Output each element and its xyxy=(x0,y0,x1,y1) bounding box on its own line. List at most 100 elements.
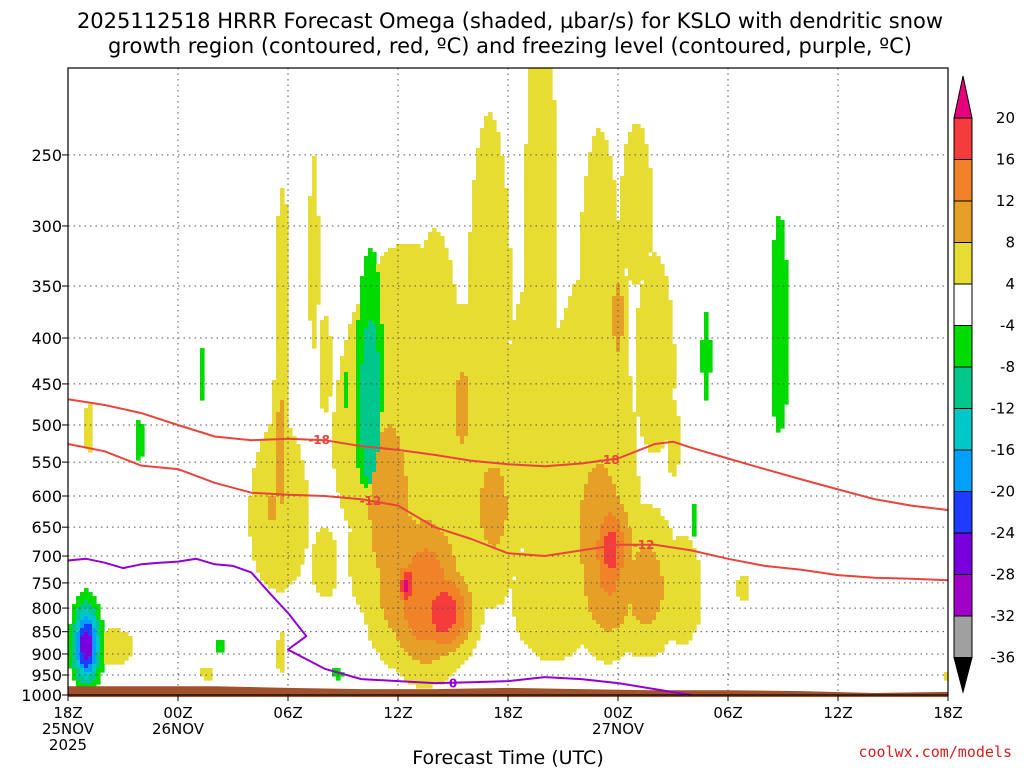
omega-cell xyxy=(360,280,381,285)
omega-cell xyxy=(580,560,601,565)
omega-cell xyxy=(468,276,513,281)
omega-cell xyxy=(284,412,289,417)
omega-cell xyxy=(604,552,617,557)
omega-cell xyxy=(580,516,605,521)
omega-cell xyxy=(600,532,609,537)
omega-cell xyxy=(456,428,469,433)
omega-cell xyxy=(348,564,377,569)
omega-cell xyxy=(380,352,385,357)
omega-cell xyxy=(612,296,625,301)
omega-cell xyxy=(356,368,361,373)
omega-cell xyxy=(504,488,585,493)
omega-cell xyxy=(504,524,581,529)
omega-cell xyxy=(200,672,213,677)
omega-cell xyxy=(320,392,333,397)
omega-cell xyxy=(396,432,457,437)
omega-cell xyxy=(624,316,629,321)
omega-cell xyxy=(400,568,445,573)
omega-cell xyxy=(584,644,665,649)
omega-cell xyxy=(276,268,289,273)
omega-cell xyxy=(604,516,617,521)
colorbar-bin xyxy=(953,491,973,534)
omega-cell xyxy=(456,384,469,389)
omega-cell xyxy=(308,196,317,201)
omega-cell xyxy=(676,640,689,645)
omega-cell xyxy=(76,636,81,641)
omega-cell xyxy=(604,536,617,541)
omega-cell xyxy=(584,208,617,213)
omega-cell xyxy=(344,388,349,393)
omega-cell xyxy=(312,344,317,349)
omega-cell xyxy=(276,660,285,665)
omega-cell xyxy=(528,644,581,649)
omega-cell xyxy=(372,476,409,481)
colorbar-tick-label: -20 xyxy=(991,483,1016,501)
omega-cell xyxy=(468,416,637,421)
omega-cell xyxy=(468,264,513,269)
omega-cell xyxy=(276,412,285,417)
omega-cell xyxy=(376,336,385,341)
omega-cell xyxy=(608,472,637,477)
omega-cell xyxy=(528,112,557,117)
omega-cell xyxy=(524,276,557,281)
omega-cell xyxy=(284,448,301,453)
omega-cell xyxy=(96,624,101,629)
omega-cell xyxy=(620,572,661,577)
omega-cell xyxy=(664,584,701,589)
omega-cell xyxy=(376,556,413,561)
omega-cell xyxy=(464,624,473,629)
omega-cell xyxy=(584,200,617,205)
omega-cell xyxy=(476,172,505,177)
omega-cell xyxy=(68,632,73,637)
omega-cell xyxy=(456,608,465,613)
omega-cell xyxy=(348,568,381,573)
omega-cell xyxy=(640,420,681,425)
omega-cell xyxy=(348,400,357,405)
freezing-level-contour xyxy=(67,557,692,696)
omega-cell xyxy=(92,656,97,661)
omega-cell xyxy=(384,364,629,369)
omega-cell xyxy=(384,252,449,257)
y-tick-label: 700 xyxy=(31,547,62,566)
omega-cell xyxy=(80,668,85,673)
omega-cell xyxy=(436,640,453,645)
omega-cell xyxy=(336,480,361,485)
omega-cell xyxy=(284,452,301,457)
omega-cell xyxy=(624,560,661,565)
omega-cell xyxy=(312,560,337,565)
omega-cell xyxy=(276,296,289,301)
omega-cell xyxy=(364,456,377,461)
omega-cell xyxy=(692,512,697,517)
omega-cell xyxy=(360,368,381,373)
omega-cell xyxy=(280,500,285,505)
omega-cell xyxy=(80,636,93,641)
omega-cell xyxy=(528,132,557,137)
omega-cell xyxy=(408,652,449,657)
colorbar-bin xyxy=(953,574,973,617)
omega-cell xyxy=(772,308,789,313)
omega-cell xyxy=(456,432,469,437)
omega-cell xyxy=(364,484,369,489)
omega-cell xyxy=(348,392,357,397)
omega-cell xyxy=(456,556,581,561)
omega-cell xyxy=(520,296,557,301)
omega-cell xyxy=(80,660,93,665)
omega-cell xyxy=(308,208,317,213)
omega-cell xyxy=(276,472,285,477)
omega-cell xyxy=(84,588,89,593)
omega-cell xyxy=(776,428,781,433)
omega-cell xyxy=(308,200,317,205)
omega-cell xyxy=(344,508,369,513)
omega-cell xyxy=(468,584,585,589)
omega-cell xyxy=(312,188,317,193)
omega-cell xyxy=(360,308,381,313)
omega-cell xyxy=(268,500,277,505)
omega-cell xyxy=(376,328,385,333)
omega-cell xyxy=(632,612,657,617)
omega-cell xyxy=(308,236,321,241)
omega-cell xyxy=(308,228,321,233)
omega-cell xyxy=(564,316,613,321)
omega-cell xyxy=(704,332,709,337)
omega-cell xyxy=(704,324,709,329)
omega-cell xyxy=(276,332,289,337)
